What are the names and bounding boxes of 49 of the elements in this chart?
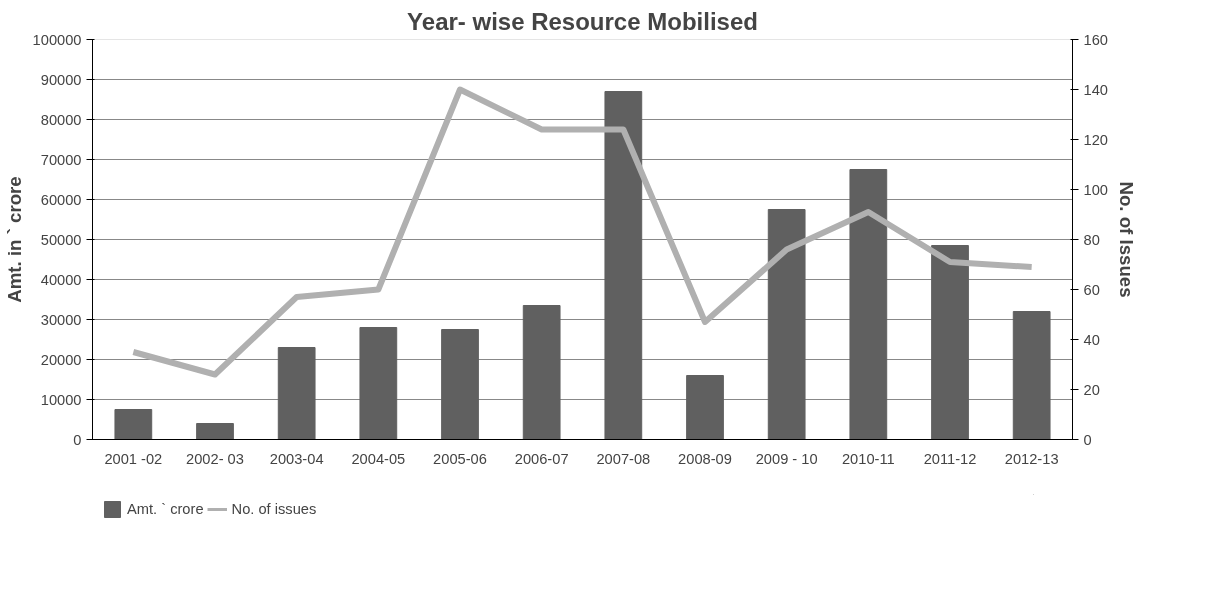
bar [849,169,888,440]
y-tick-label: 60000 [40,191,82,208]
bar [686,375,724,440]
bar [114,409,153,440]
y-tick-label: 0 [73,431,82,448]
x-tick-label: 2004-05 [351,450,406,467]
x-tick-label: 2008-09 [678,450,732,467]
x-tick-label: 2007-08 [596,450,651,467]
y-tick-label: 30000 [40,311,82,328]
bar [767,209,806,440]
legend-label: No. of issues [231,501,317,517]
y-tick-label: 50000 [40,231,82,248]
bar [522,305,561,440]
y2-tick-label: 140 [1083,81,1108,98]
y2-axis-title: No. of Issues [1115,181,1137,298]
legend-label: Amt. ` crore [127,501,204,517]
x-tick-label: 2012-13 [1004,450,1059,467]
y-tick-label: 80000 [40,111,82,128]
bar [277,347,316,440]
bar [1012,311,1051,440]
y-axis-title: Amt. in ` crore [3,176,25,303]
bar [931,245,969,440]
y2-tick-label: 100 [1083,181,1108,198]
x-tick-label: 2003-04 [269,450,324,467]
y2-tick-label: 20 [1083,381,1100,398]
y-tick-label: 70000 [40,151,82,168]
x-tick-label: 2002- 03 [186,450,244,467]
y-tick-label: 100000 [32,31,82,48]
y2-tick-label: 80 [1083,231,1100,248]
bar [441,329,479,440]
y2-tick-label: 60 [1083,281,1100,298]
x-tick-label: 2001 -02 [104,450,163,467]
x-tick-label: 2006-07 [514,450,569,467]
y-tick-label: 20000 [40,351,82,368]
y2-tick-label: 120 [1083,131,1108,148]
y-tick-label: 40000 [40,271,82,288]
x-tick-label: 2009 - 10 [755,450,818,467]
bar [196,423,234,440]
y2-tick-label: 0 [1083,431,1092,448]
x-tick-label: 2005-06 [433,450,487,467]
x-tick-label: 2010-11 [841,450,895,467]
bar [604,91,643,440]
y-tick-label: 90000 [40,71,82,88]
y-tick-label: 10000 [40,391,82,408]
y2-tick-label: 160 [1083,31,1108,48]
bar [359,327,398,440]
chart-title: Year- wise Resource Mobilised [407,7,758,35]
x-tick-label: 2011-12 [923,450,977,467]
y2-tick-label: 40 [1083,331,1100,348]
